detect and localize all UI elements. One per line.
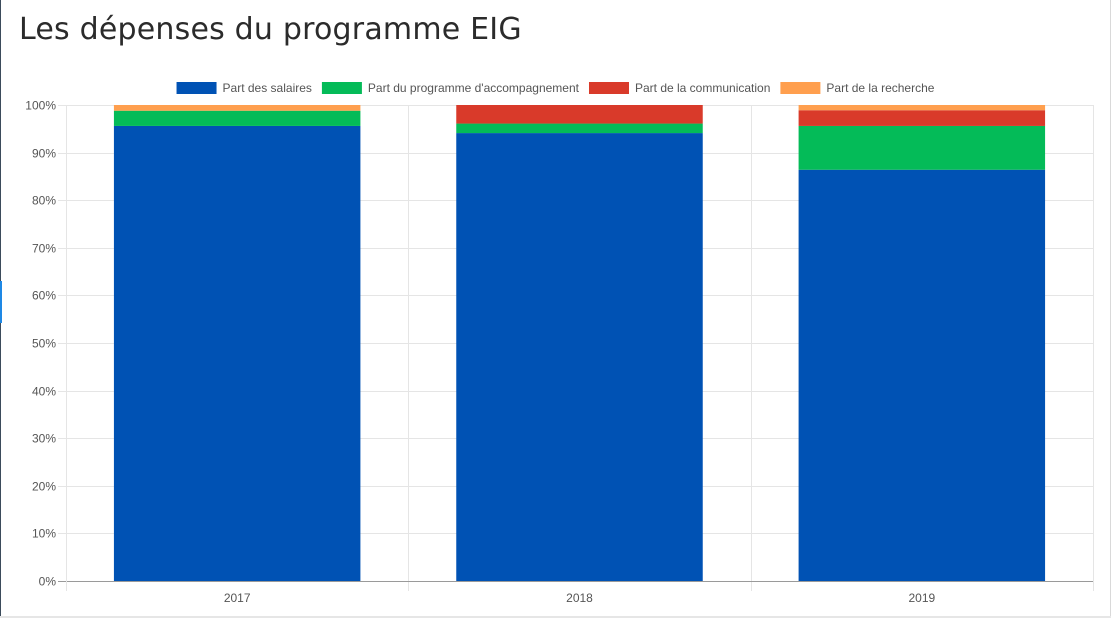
legend-swatch-part-de-la-communication[interactable]: [588, 82, 629, 94]
bar-2019-part-des-salaires[interactable]: [798, 169, 1046, 581]
legend-label-part-de-la-recherche: Part de la recherche: [826, 81, 934, 95]
window-bottom-border: [0, 616, 1111, 618]
legend-swatch-part-des-salaires[interactable]: [176, 82, 217, 94]
bar-2017-part-du-programme-d-accompagnement[interactable]: [113, 110, 361, 126]
y-tick-label: 60%: [32, 289, 56, 303]
y-tick-label: 80%: [32, 194, 56, 208]
bar-2018-part-des-salaires[interactable]: [456, 133, 703, 582]
window-edge-accent: [0, 281, 2, 323]
y-tick-label: 100%: [25, 99, 56, 113]
chart-bars: [113, 105, 1046, 582]
bar-2018-part-de-la-communication[interactable]: [456, 105, 703, 124]
legend-swatch-part-de-la-recherche[interactable]: [780, 82, 821, 94]
y-tick-label: 40%: [32, 385, 56, 399]
y-tick-label: 20%: [32, 480, 56, 494]
y-tick-label: 10%: [32, 527, 56, 541]
legend-label-part-du-programme-d-accompagnement: Part du programme d'accompagnement: [368, 81, 580, 95]
y-tick-label: 70%: [32, 242, 56, 256]
y-tick-label: 0%: [39, 575, 57, 589]
y-tick-label: 30%: [32, 432, 56, 446]
y-tick-label: 90%: [32, 147, 56, 161]
x-tick-label: 2018: [566, 591, 593, 605]
bar-2017-part-des-salaires[interactable]: [113, 125, 361, 581]
bar-2019-part-de-la-recherche[interactable]: [798, 105, 1046, 111]
page-title: Les dépenses du programme EIG: [19, 12, 522, 47]
legend-label-part-des-salaires: Part des salaires: [223, 81, 312, 95]
bar-2018-part-du-programme-d-accompagnement[interactable]: [456, 123, 703, 134]
chart-axes: 0% 10% 20% 30% 40% 50% 60% 70% 80% 90% 100% 2017 201…: [25, 99, 1093, 605]
legend-swatch-part-du-programme-d-accompagnement[interactable]: [321, 82, 362, 94]
x-tick-label: 2017: [224, 591, 251, 605]
x-tick-label: 2019: [908, 591, 935, 605]
bar-2019-part-de-la-communication[interactable]: [798, 110, 1046, 126]
bar-2017-part-de-la-recherche[interactable]: [113, 105, 361, 111]
legend-label-part-de-la-communication: Part de la communication: [635, 81, 770, 95]
bar-2019-part-du-programme-d-accompagnement[interactable]: [798, 125, 1046, 170]
y-tick-label: 50%: [32, 337, 56, 351]
chart-legend[interactable]: Part des salaires Part du programme d'acc…: [176, 81, 935, 95]
